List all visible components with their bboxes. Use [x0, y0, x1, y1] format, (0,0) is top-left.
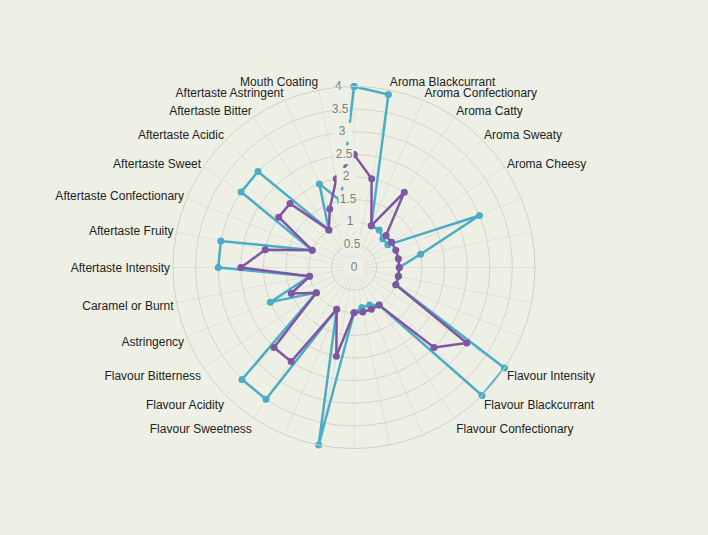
- svg-text:Aroma Sweaty: Aroma Sweaty: [484, 128, 562, 142]
- svg-text:1.5: 1.5: [340, 192, 357, 206]
- svg-text:Aftertaste Sweet: Aftertaste Sweet: [113, 156, 202, 170]
- svg-text:Flavour Bitterness: Flavour Bitterness: [104, 369, 201, 383]
- svg-text:Flavour Intensity: Flavour Intensity: [507, 369, 595, 383]
- svg-text:Aroma Confectionary: Aroma Confectionary: [424, 86, 537, 100]
- svg-text:3.5: 3.5: [332, 102, 349, 116]
- svg-text:Aftertaste Confectionary: Aftertaste Confectionary: [55, 189, 184, 203]
- svg-text:Aftertaste Astringent: Aftertaste Astringent: [176, 86, 285, 100]
- svg-text:1: 1: [347, 214, 354, 228]
- svg-text:2: 2: [343, 169, 350, 183]
- svg-text:Aroma Catty: Aroma Catty: [456, 104, 523, 118]
- svg-text:2.5: 2.5: [336, 147, 353, 161]
- svg-text:Caramel or Burnt: Caramel or Burnt: [82, 299, 174, 313]
- svg-text:3: 3: [339, 124, 346, 138]
- svg-text:Flavour Sweetness: Flavour Sweetness: [150, 422, 252, 436]
- svg-text:0: 0: [351, 260, 358, 274]
- svg-text:Aftertaste Bitter: Aftertaste Bitter: [169, 104, 252, 118]
- svg-text:0.5: 0.5: [344, 237, 361, 251]
- svg-text:Flavour Acidity: Flavour Acidity: [146, 398, 224, 412]
- svg-text:Aftertaste Fruity: Aftertaste Fruity: [89, 224, 174, 238]
- svg-text:Flavour Blackcurrant: Flavour Blackcurrant: [484, 398, 595, 412]
- svg-text:Astringency: Astringency: [121, 335, 184, 349]
- svg-text:Aftertaste Intensity: Aftertaste Intensity: [71, 261, 170, 275]
- svg-text:Aftertaste Acidic: Aftertaste Acidic: [138, 128, 224, 142]
- svg-text:Flavour Confectionary: Flavour Confectionary: [456, 422, 573, 436]
- svg-text:Aroma Cheesy: Aroma Cheesy: [507, 156, 586, 170]
- svg-text:4: 4: [335, 79, 342, 93]
- svg-text:Mouth Coating: Mouth Coating: [240, 75, 318, 89]
- svg-text:Aroma Blackcurrant: Aroma Blackcurrant: [390, 75, 496, 89]
